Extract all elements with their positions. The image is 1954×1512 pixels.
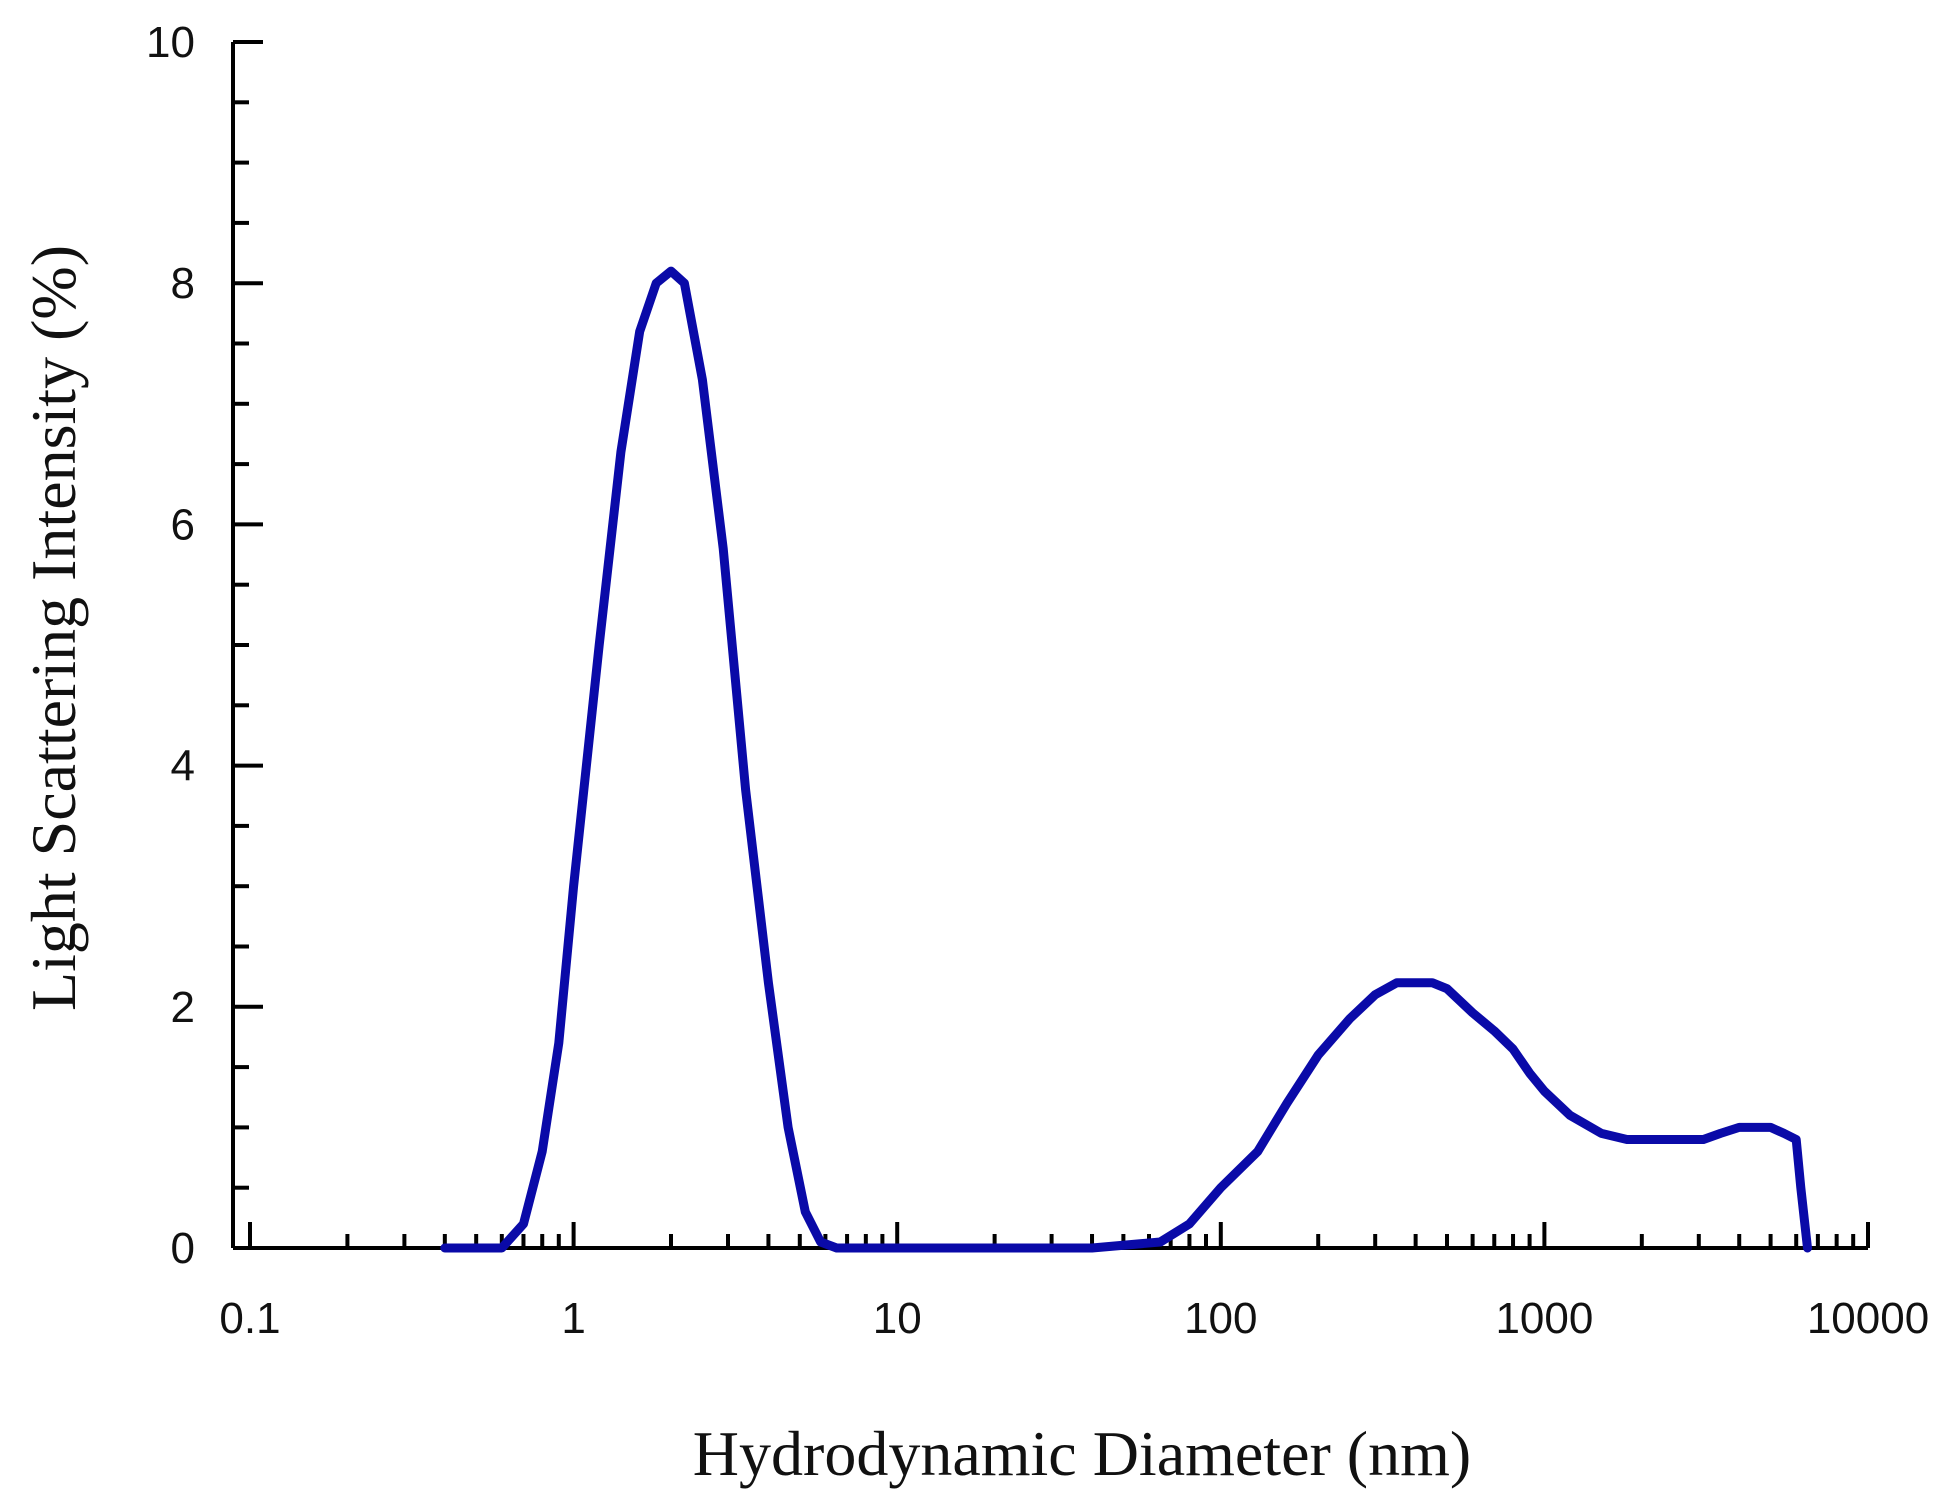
y-axis-title: Light Scattering Intensity (%) bbox=[18, 245, 89, 1011]
y-tick-label: 0 bbox=[171, 1224, 195, 1273]
x-tick-labels: 0.1 1 10 100 1000 10000 bbox=[219, 1294, 1929, 1343]
x-tick-label: 100 bbox=[1184, 1294, 1257, 1343]
x-tick-label: 0.1 bbox=[219, 1294, 280, 1343]
series-layer bbox=[440, 266, 1812, 1253]
axes bbox=[231, 42, 1868, 1250]
y-tick-label: 4 bbox=[171, 742, 195, 791]
x-tick-label: 10 bbox=[873, 1294, 922, 1343]
y-tick-label: 6 bbox=[171, 500, 195, 549]
y-ticks bbox=[233, 40, 263, 1250]
x-tick-label: 10000 bbox=[1807, 1294, 1929, 1343]
x-tick-label: 1 bbox=[561, 1294, 585, 1343]
y-tick-labels: 0 2 4 6 8 10 bbox=[146, 18, 195, 1273]
y-tick-label: 2 bbox=[171, 983, 195, 1032]
series-line bbox=[440, 266, 1812, 1253]
y-tick-label: 10 bbox=[146, 18, 195, 67]
x-tick-label: 1000 bbox=[1495, 1294, 1593, 1343]
y-tick-label: 8 bbox=[171, 259, 195, 308]
x-axis-title: Hydrodynamic Diameter (nm) bbox=[693, 1418, 1471, 1489]
